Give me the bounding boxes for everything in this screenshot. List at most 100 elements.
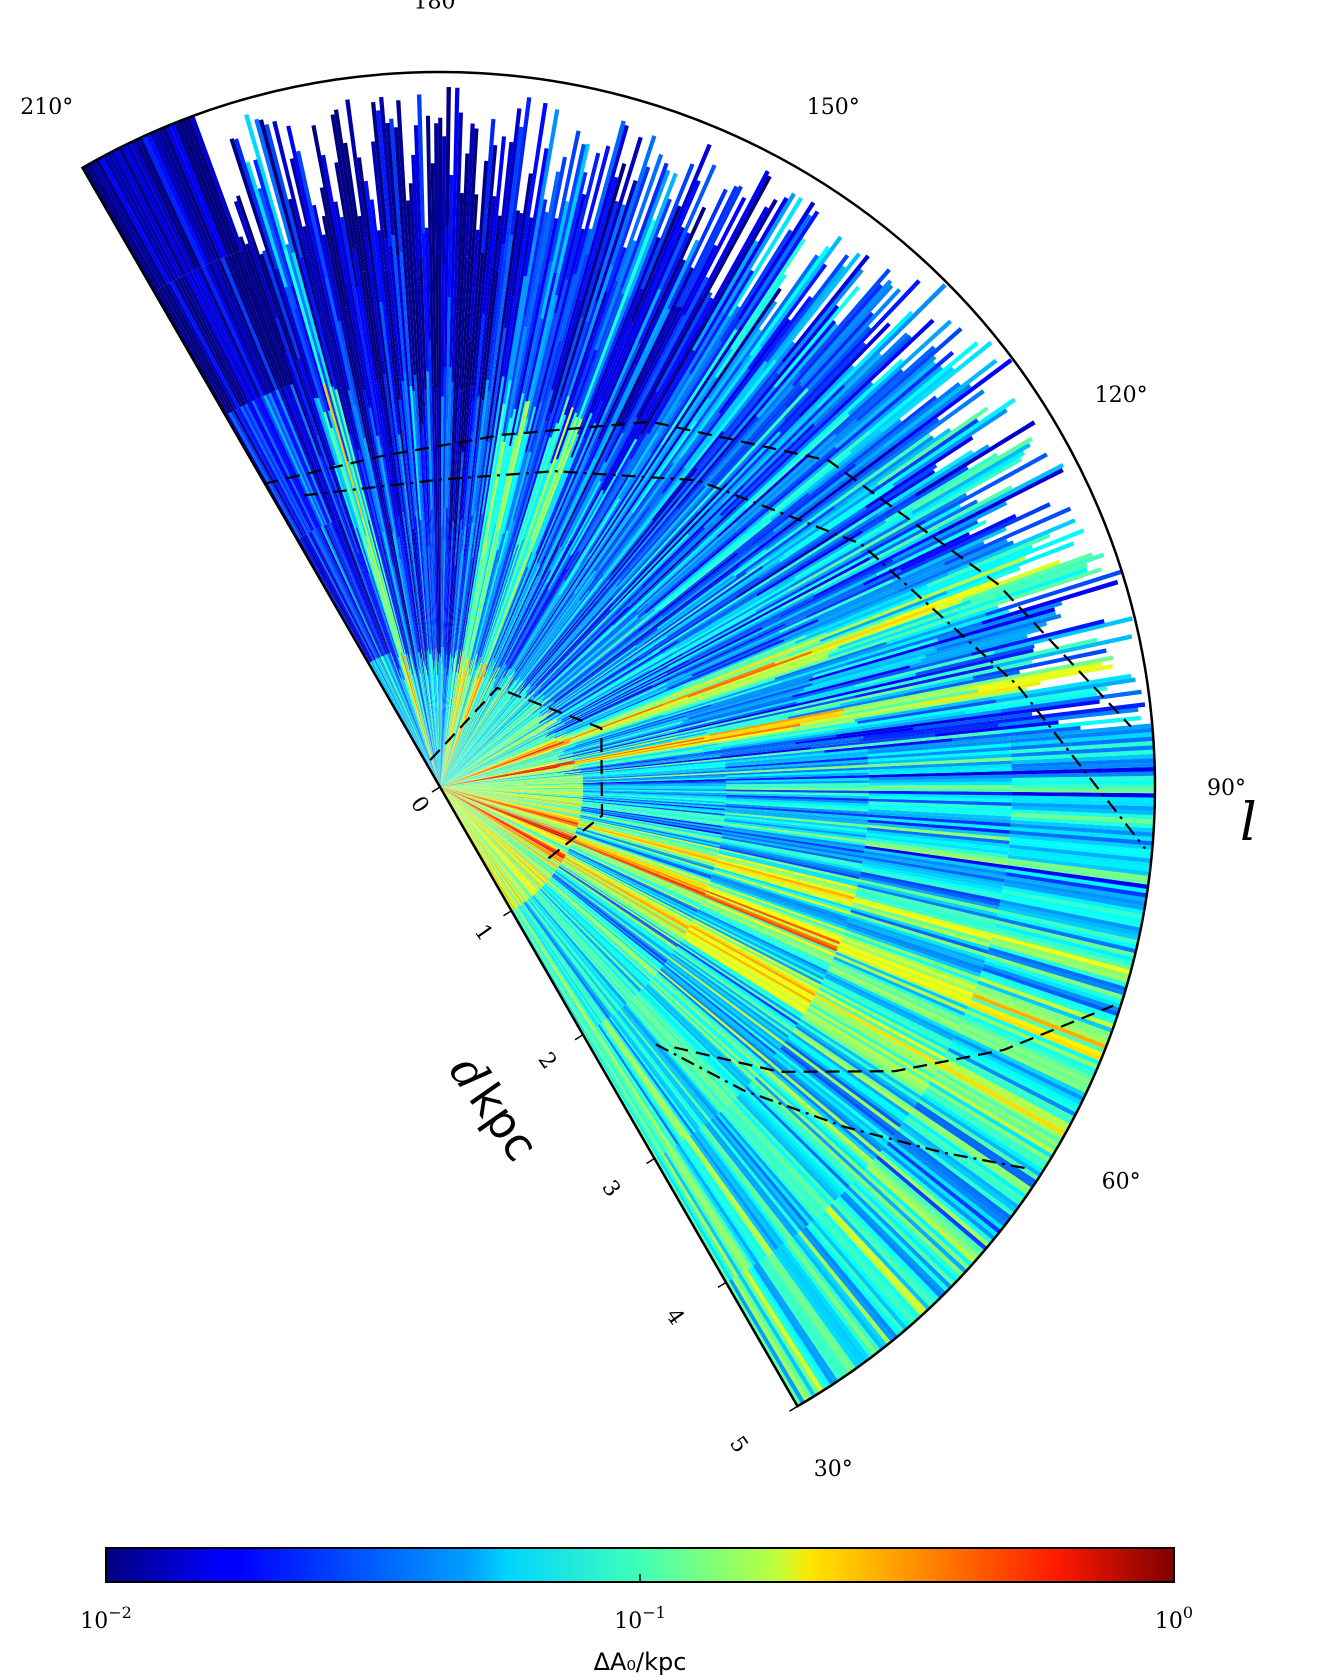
heatmap-cell <box>757 464 866 548</box>
heatmap-cell <box>1006 865 1149 889</box>
heatmap-cell <box>913 660 1033 689</box>
heatmap-cell <box>725 793 869 799</box>
heatmap-cell <box>869 784 1012 789</box>
heatmap-cell <box>381 400 403 530</box>
heatmap-cell <box>526 900 615 1015</box>
heatmap-cell <box>855 327 963 422</box>
heatmap-cell <box>722 1108 820 1218</box>
heatmap-cell <box>657 971 769 1065</box>
heatmap-cell <box>345 99 368 238</box>
heatmap-cell <box>704 895 838 952</box>
heatmap-cell <box>834 710 966 733</box>
heatmap-cell <box>739 1091 843 1196</box>
heatmap-cell <box>338 519 390 654</box>
heatmap-cell <box>627 1002 723 1112</box>
heatmap-cell <box>654 519 764 610</box>
heatmap-cell <box>665 325 744 443</box>
heatmap-cell <box>397 537 420 663</box>
heatmap-cell <box>440 787 577 832</box>
heatmap-cell <box>440 752 565 787</box>
heatmap-cell <box>1011 802 1155 811</box>
heatmap-cell <box>365 519 404 654</box>
heatmap-cell <box>583 782 726 786</box>
heatmap-cell <box>440 662 496 787</box>
heatmap-cell <box>440 677 492 787</box>
heatmap-cell <box>583 432 658 552</box>
heatmap-cell <box>566 852 695 919</box>
heatmap-cell <box>333 201 358 319</box>
heatmap-cell <box>583 780 726 785</box>
heatmap-cell <box>866 832 1009 852</box>
heatmap-cell <box>597 1024 679 1145</box>
heatmap-cell <box>819 590 948 642</box>
heatmap-cell <box>440 652 445 787</box>
heatmap-cell <box>710 287 782 390</box>
heatmap-cell <box>373 660 440 787</box>
heatmap-cell <box>721 838 863 867</box>
heatmap-cell <box>440 787 554 875</box>
heatmap-cell <box>440 787 579 823</box>
heatmap-cell <box>811 605 937 653</box>
heatmap-cell <box>811 733 935 750</box>
heatmap-cell <box>721 425 818 518</box>
heatmap-cell <box>254 118 295 254</box>
heatmap-cell <box>160 286 233 413</box>
heatmap-cell <box>812 332 909 426</box>
heatmap-cell <box>440 691 535 787</box>
heatmap-cell <box>378 657 440 787</box>
heatmap-cell <box>765 468 876 551</box>
heatmap-cell <box>397 516 420 652</box>
heatmap-cell <box>1011 758 1155 768</box>
heatmap-cell <box>264 123 303 258</box>
heatmap-cell <box>735 295 813 396</box>
heatmap-cell <box>859 873 1001 907</box>
heatmap-cell <box>821 980 951 1048</box>
heatmap-cell <box>446 367 452 508</box>
heatmap-cell <box>440 719 547 787</box>
heatmap-cell <box>440 737 554 787</box>
heatmap-cell <box>686 931 811 1006</box>
heatmap-cell <box>464 123 475 257</box>
heatmap-cell <box>440 787 537 893</box>
heatmap-cell <box>553 715 668 753</box>
heatmap-cell <box>440 787 563 862</box>
heatmap-cell <box>833 956 966 1016</box>
heatmap-cell <box>440 787 550 880</box>
heatmap-cell <box>440 787 581 815</box>
heatmap-cell <box>440 787 575 836</box>
colorbar-tick-label: 100 <box>1155 1603 1193 1634</box>
heatmap-cell <box>861 466 969 533</box>
heatmap-cell <box>575 832 712 879</box>
heatmap-cell <box>440 690 520 787</box>
heatmap-cell <box>1010 819 1154 833</box>
heatmap-cell <box>779 588 895 641</box>
heatmap-cell <box>382 532 412 660</box>
heatmap-cell <box>581 809 723 833</box>
heatmap-cell <box>651 430 725 521</box>
heatmap-cell <box>638 593 739 660</box>
heatmap-cell <box>695 328 762 423</box>
heatmap-cell <box>538 610 639 700</box>
heatmap-cell <box>496 431 528 551</box>
heatmap-cell <box>513 389 554 523</box>
heatmap-cell <box>577 824 716 864</box>
heatmap-cell <box>676 641 796 692</box>
heatmap-cell <box>756 304 839 404</box>
radial-tick-mark <box>431 786 441 793</box>
heatmap-cell <box>440 743 573 787</box>
heatmap-cell <box>659 519 772 610</box>
heatmap-cell <box>440 670 494 787</box>
heatmap-cell <box>915 644 1035 676</box>
heatmap-cell <box>558 736 677 763</box>
heatmap-cell <box>572 839 707 894</box>
heatmap-cell <box>345 344 372 456</box>
radial-tick-label: 0 <box>405 792 434 818</box>
heatmap-cell <box>460 386 474 520</box>
heatmap-cell <box>376 380 400 517</box>
heatmap-cell <box>978 976 1115 1029</box>
heatmap-cell <box>592 1028 671 1151</box>
heatmap-cell <box>571 280 619 408</box>
heatmap-cell <box>448 430 455 550</box>
heatmap-cell <box>750 1080 857 1182</box>
heatmap-cell <box>398 669 440 787</box>
